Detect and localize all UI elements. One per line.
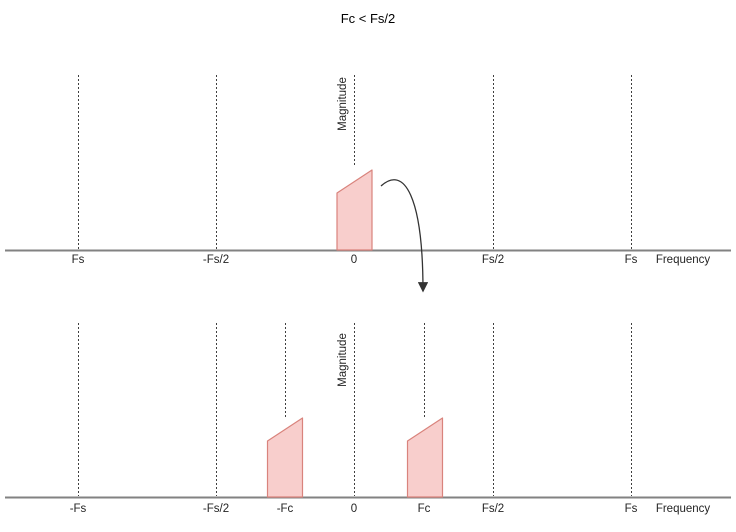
top-plot [5,75,731,252]
bottom-plot [5,323,731,499]
bottom-tick-label-fs: Fs [624,503,638,515]
top-tick-label-fs2: Fs/2 [481,254,505,266]
top-tick-label-neg-fs2: -Fs/2 [202,254,230,266]
bottom-tick-label-neg-fs2: -Fs/2 [202,503,230,515]
page-title: Fc < Fs/2 [340,11,396,26]
bottom-tick-label-fc: Fc [417,503,431,515]
top-tick-label-fs-left: Fs [71,254,85,266]
top-tick-label-fs-right: Fs [624,254,638,266]
bottom-tick-label-zero: 0 [350,503,358,515]
bottom-tick-label-neg-fs: -Fs [69,503,87,515]
spectrum-shape-baseband [336,169,373,251]
top-magnitude-axis-label: Magnitude [337,77,349,131]
spectrum-shape-neg-fc [266,417,304,498]
top-frequency-axis-label: Frequency [655,254,711,266]
bottom-tick-label-fs2: Fs/2 [481,503,505,515]
bottom-frequency-axis-label: Frequency [655,503,711,515]
top-tick-label-zero: 0 [350,254,358,266]
spectrum-shape-pos-fc [406,417,444,498]
bottom-magnitude-axis-label: Magnitude [337,333,349,387]
curved-down-arrow-icon [380,179,429,293]
bottom-tick-label-neg-fc: -Fc [276,503,294,515]
